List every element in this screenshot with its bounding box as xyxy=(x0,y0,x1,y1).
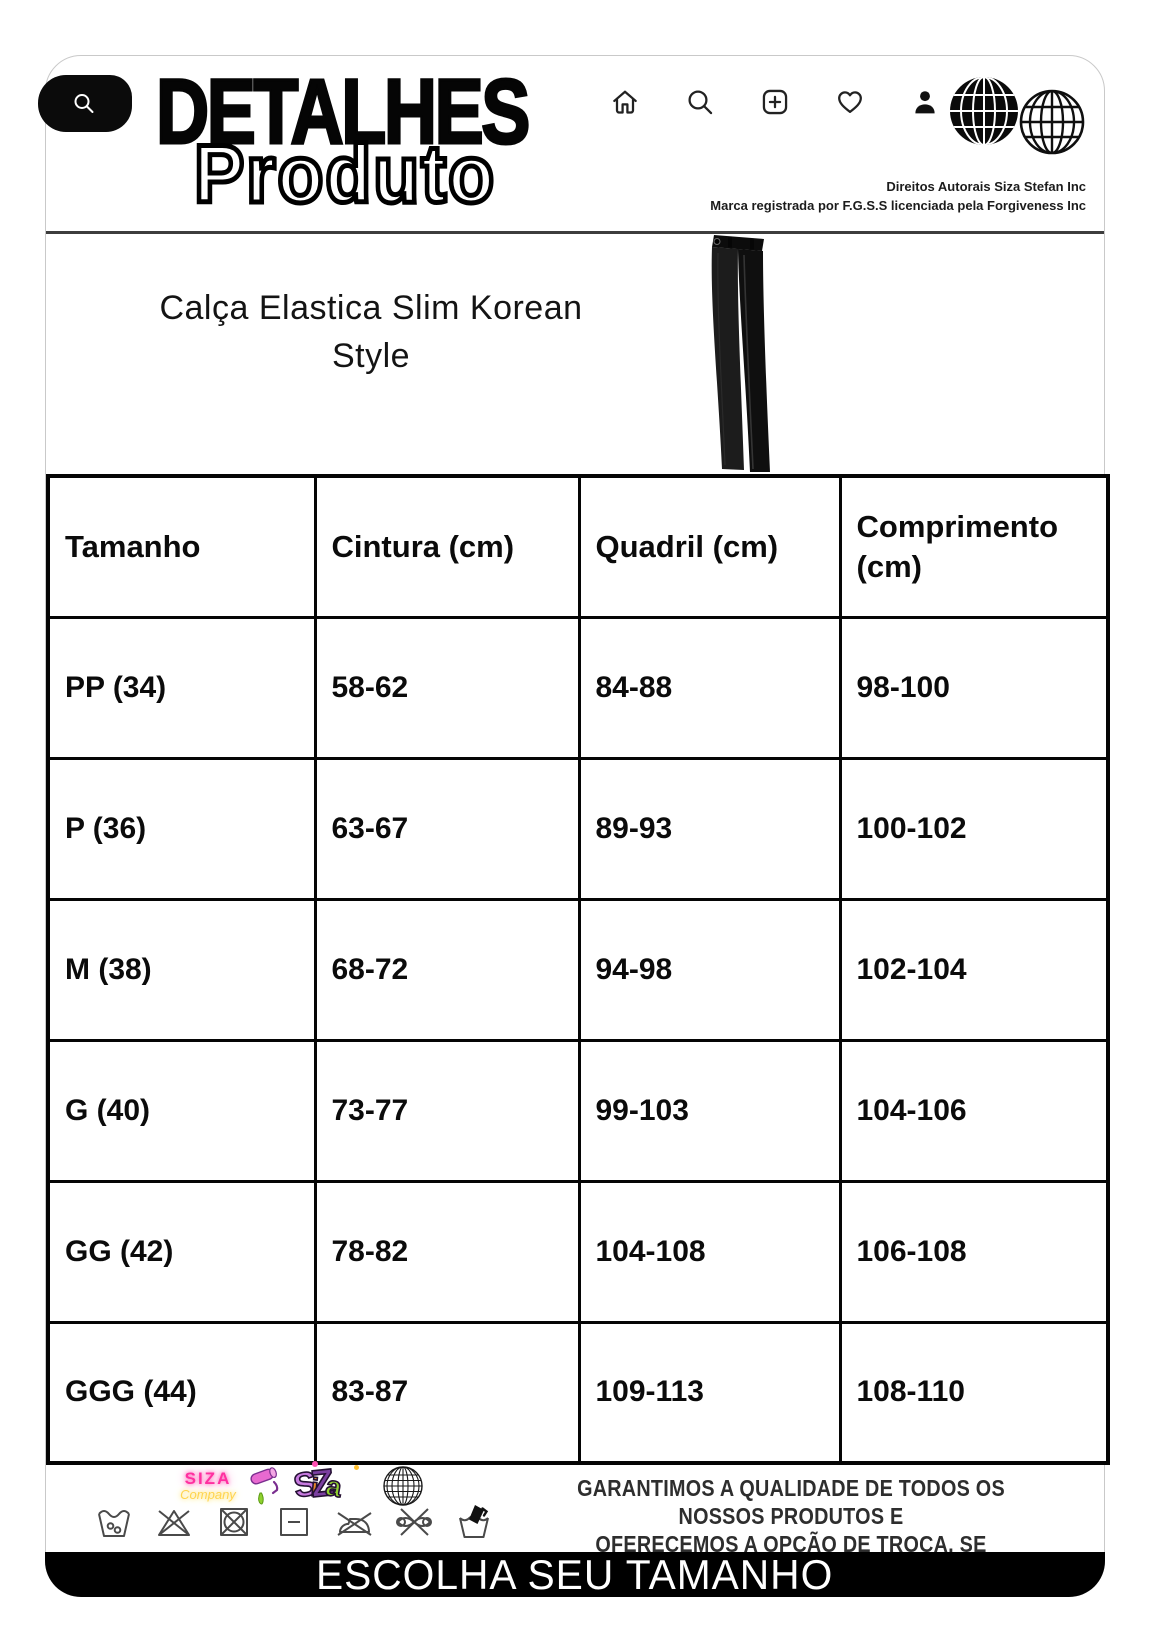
table-row: M (38) 68-72 94-98 102-104 xyxy=(46,897,1110,1042)
copyright-line-1: Direitos Autorais Siza Stefan Inc xyxy=(886,179,1086,194)
cell-hip: 99-103 xyxy=(577,1038,842,1183)
graffiti-dot xyxy=(312,1461,318,1467)
paint-roller-icon xyxy=(250,1467,279,1505)
neon-sign-logo: SIZA Company xyxy=(178,1470,238,1502)
neon-brand-subtext: Company xyxy=(180,1487,236,1502)
cell-waist: 58-62 xyxy=(313,615,581,760)
care-instructions-row xyxy=(94,1503,494,1541)
cell-waist: 73-77 xyxy=(313,1038,581,1183)
cell-waist: 68-72 xyxy=(313,897,581,1042)
cell-hip: 104-108 xyxy=(577,1179,842,1324)
cell-length: 106-108 xyxy=(838,1179,1110,1324)
cell-size: GGG (44) xyxy=(46,1320,317,1465)
nav-icon-row xyxy=(609,86,941,118)
table-row: P (36) 63-67 89-93 100-102 xyxy=(46,756,1110,901)
header-divider xyxy=(46,231,1104,234)
search-pill-button[interactable] xyxy=(38,75,132,132)
table-row: PP (34) 58-62 84-88 98-100 xyxy=(46,615,1110,760)
home-icon[interactable] xyxy=(609,86,641,118)
cell-length: 98-100 xyxy=(838,615,1110,760)
cell-hip: 109-113 xyxy=(577,1320,842,1465)
cell-hip: 89-93 xyxy=(577,756,842,901)
cell-length: 104-106 xyxy=(838,1038,1110,1183)
cell-length: 100-102 xyxy=(838,756,1110,901)
do-not-tumble-dry-icon xyxy=(220,1508,248,1536)
product-image-pants xyxy=(711,235,770,472)
copyright-notice: Direitos Autorais Siza Stefan Inc Marca … xyxy=(710,177,1086,215)
col-header-size: Tamanho xyxy=(46,474,317,619)
cell-size: M (38) xyxy=(46,897,317,1042)
cell-hip: 84-88 xyxy=(577,615,842,760)
globe-outline-icon xyxy=(1019,89,1085,155)
hand-wash-icon xyxy=(459,1505,489,1538)
brand-logo-strip: SIZA Company SiZa xyxy=(178,1461,424,1509)
do-not-wring-icon xyxy=(396,1508,432,1536)
size-chart-header-row: Tamanho Cintura (cm) Quadril (cm) Compri… xyxy=(46,474,1110,619)
wishlist-heart-icon[interactable] xyxy=(834,86,866,118)
graffiti-dot xyxy=(354,1465,359,1470)
do-not-bleach-icon xyxy=(158,1510,190,1536)
page-title: DETALHES xyxy=(155,61,532,163)
choose-size-label: ESCOLHA SEU TAMANHO xyxy=(316,1550,834,1598)
profile-icon[interactable] xyxy=(909,86,941,118)
do-not-iron-icon xyxy=(337,1512,372,1536)
copyright-line-2: Marca registrada por F.G.S.S licenciada … xyxy=(710,198,1086,213)
cell-length: 102-104 xyxy=(838,897,1110,1042)
machine-wash-icon xyxy=(98,1510,130,1537)
table-row: GGG (44) 83-87 109-113 108-110 xyxy=(46,1320,1110,1465)
page-subtitle: Produto xyxy=(192,129,497,220)
size-chart-table: Tamanho Cintura (cm) Quadril (cm) Compri… xyxy=(46,474,1110,1465)
cell-waist: 83-87 xyxy=(313,1320,581,1465)
cell-size: GG (42) xyxy=(46,1179,317,1324)
cell-waist: 78-82 xyxy=(313,1179,581,1324)
cell-size: P (36) xyxy=(46,756,317,901)
product-name-line-1: Calça Elastica Slim Korean xyxy=(159,289,583,327)
col-header-length: Comprimento (cm) xyxy=(838,474,1110,619)
cell-hip: 94-98 xyxy=(577,897,842,1042)
wireframe-globe-icon xyxy=(383,1466,423,1506)
guarantee-line-1: GARANTIMOS A QUALIDADE DE TODOS OS NOSSO… xyxy=(577,1475,1005,1529)
cell-length: 108-110 xyxy=(838,1320,1110,1465)
dry-flat-icon xyxy=(280,1508,308,1536)
choose-size-button[interactable]: ESCOLHA SEU TAMANHO xyxy=(45,1550,1105,1598)
product-name-line-2: Style xyxy=(331,337,411,375)
table-row: G (40) 73-77 99-103 104-106 xyxy=(46,1038,1110,1183)
cell-waist: 63-67 xyxy=(313,756,581,901)
search-icon xyxy=(74,93,94,113)
neon-brand-text: SIZA xyxy=(184,1469,232,1488)
col-header-waist: Cintura (cm) xyxy=(313,474,581,619)
cell-size: G (40) xyxy=(46,1038,317,1183)
col-header-hip: Quadril (cm) xyxy=(577,474,842,619)
product-name: Calça Elastica Slim Korean Style xyxy=(101,284,641,380)
search-icon[interactable] xyxy=(684,86,716,118)
product-card: DETALHES Produto xyxy=(38,55,1110,1598)
globe-filled-icon xyxy=(950,77,1018,145)
graffiti-brand-logo: SiZa xyxy=(290,1461,372,1509)
cell-size: PP (34) xyxy=(46,615,317,760)
new-post-icon[interactable] xyxy=(759,86,791,118)
table-row: GG (42) 78-82 104-108 106-108 xyxy=(46,1179,1110,1324)
